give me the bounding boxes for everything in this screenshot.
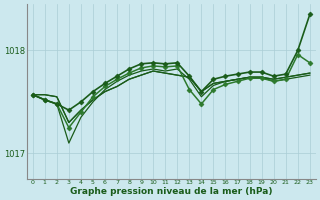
X-axis label: Graphe pression niveau de la mer (hPa): Graphe pression niveau de la mer (hPa) bbox=[70, 187, 273, 196]
